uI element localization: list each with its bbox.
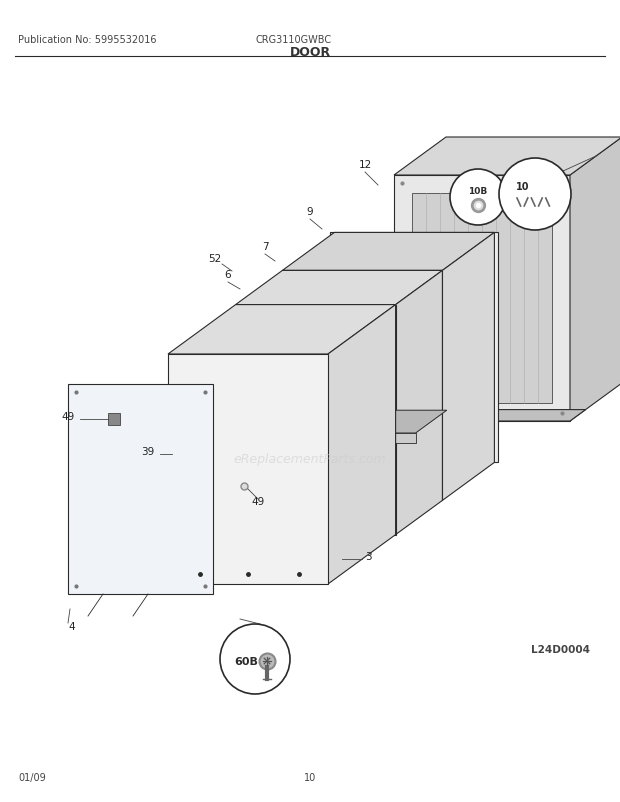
Text: 9: 9 bbox=[307, 207, 313, 217]
Polygon shape bbox=[394, 410, 586, 422]
Polygon shape bbox=[330, 233, 498, 463]
Text: 10: 10 bbox=[304, 772, 316, 782]
Polygon shape bbox=[394, 176, 570, 422]
Polygon shape bbox=[236, 271, 443, 306]
Text: 4: 4 bbox=[69, 622, 75, 631]
Polygon shape bbox=[175, 433, 415, 444]
Text: DOOR: DOOR bbox=[290, 46, 330, 59]
Polygon shape bbox=[443, 233, 494, 500]
Polygon shape bbox=[570, 138, 620, 422]
Polygon shape bbox=[168, 354, 328, 585]
Text: CRG3110GWBC: CRG3110GWBC bbox=[255, 35, 331, 45]
Polygon shape bbox=[412, 194, 552, 403]
Polygon shape bbox=[237, 307, 394, 327]
Polygon shape bbox=[396, 271, 443, 535]
Polygon shape bbox=[342, 245, 487, 451]
Text: 49: 49 bbox=[251, 496, 265, 506]
Polygon shape bbox=[328, 306, 396, 585]
Text: 52: 52 bbox=[208, 253, 221, 264]
Text: 3: 3 bbox=[365, 551, 371, 561]
Bar bbox=[108, 414, 120, 426]
Text: 10B: 10B bbox=[468, 187, 487, 196]
Text: 49: 49 bbox=[61, 411, 74, 422]
Text: L24D0004: L24D0004 bbox=[531, 644, 590, 654]
Polygon shape bbox=[282, 271, 443, 500]
Text: eReplacementParts.com: eReplacementParts.com bbox=[234, 453, 386, 466]
Text: 39: 39 bbox=[141, 447, 154, 456]
Text: 01/09: 01/09 bbox=[18, 772, 46, 782]
Polygon shape bbox=[168, 306, 396, 354]
Text: 10: 10 bbox=[516, 182, 529, 192]
Polygon shape bbox=[282, 233, 494, 271]
Text: 7: 7 bbox=[262, 241, 268, 252]
Polygon shape bbox=[68, 384, 213, 594]
Text: 6: 6 bbox=[224, 269, 231, 280]
Circle shape bbox=[499, 159, 571, 231]
Text: 12: 12 bbox=[358, 160, 371, 170]
Circle shape bbox=[450, 170, 506, 225]
Polygon shape bbox=[394, 138, 620, 176]
Circle shape bbox=[220, 624, 290, 695]
Polygon shape bbox=[175, 411, 447, 433]
Text: 60B: 60B bbox=[234, 656, 258, 666]
Polygon shape bbox=[236, 306, 396, 535]
Text: Publication No: 5995532016: Publication No: 5995532016 bbox=[18, 35, 156, 45]
